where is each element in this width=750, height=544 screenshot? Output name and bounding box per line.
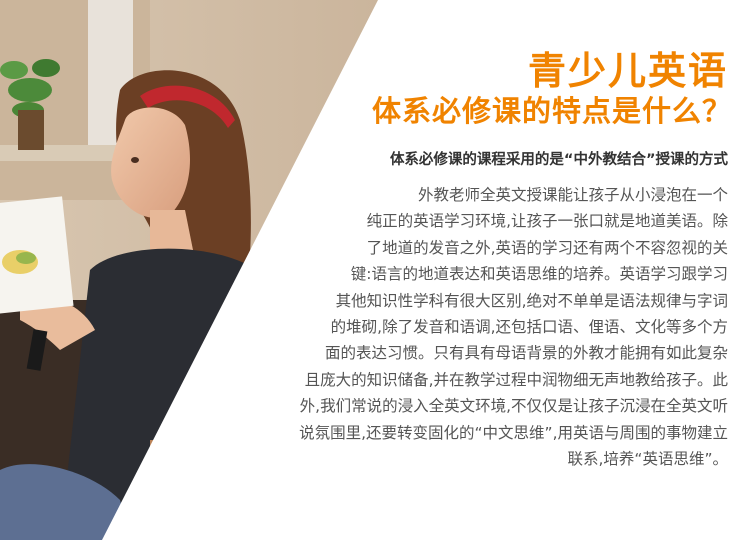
body-line: 外,我们常说的浸入全英文环境,不仅仅是让孩子沉浸在全英文听 xyxy=(299,397,728,416)
body-paragraph: 外教老师全英文授课能让孩子从小浸泡在一个 纯正的英语学习环境,让孩子一张口就是地… xyxy=(188,182,728,472)
page-title: 青少儿英语 xyxy=(527,49,728,93)
person-face xyxy=(111,107,190,219)
body-line: 键:语言的地道表达和英语思维的培养。英语学习跟学习 xyxy=(350,265,728,284)
body-line: 外教老师全英文授课能让孩子从小浸泡在一个 xyxy=(417,186,728,204)
body-line: 说氛围里,还要转变固化的“中文思维”,用英语与周围的事物建立 xyxy=(299,423,728,442)
body-line: 纯正的英语学习环境,让孩子一张口就是地道美语。除 xyxy=(366,212,728,231)
body-line: 且庞大的知识储备,并在教学过程中润物细无声地教给孩子。此 xyxy=(304,370,728,389)
body-line: 的堆砌,除了发音和语调,还包括口语、俚语、文化等多个方 xyxy=(330,318,728,337)
body-line: 面的表达习惯。只有具有母语背景的外教才能拥有如此复杂 xyxy=(324,344,728,363)
flash-card xyxy=(0,196,74,314)
child-figure xyxy=(0,464,130,540)
page-subtitle: 体系必修课的特点是什么？ xyxy=(371,94,732,128)
body-line: 其他知识性学科有很大区别,绝对不单单是语法规律与字词 xyxy=(335,291,728,310)
body-line: 联系,培养“英语思维”。 xyxy=(567,450,729,469)
plant-decoration xyxy=(0,59,60,150)
headband xyxy=(140,85,235,128)
lead-sentence: 体系必修课的课程采用的是“中外教结合”授课的方式 xyxy=(389,152,728,168)
body-line: 了地道的发音之外,英语的学习还有两个不容忽视的关 xyxy=(366,238,728,257)
